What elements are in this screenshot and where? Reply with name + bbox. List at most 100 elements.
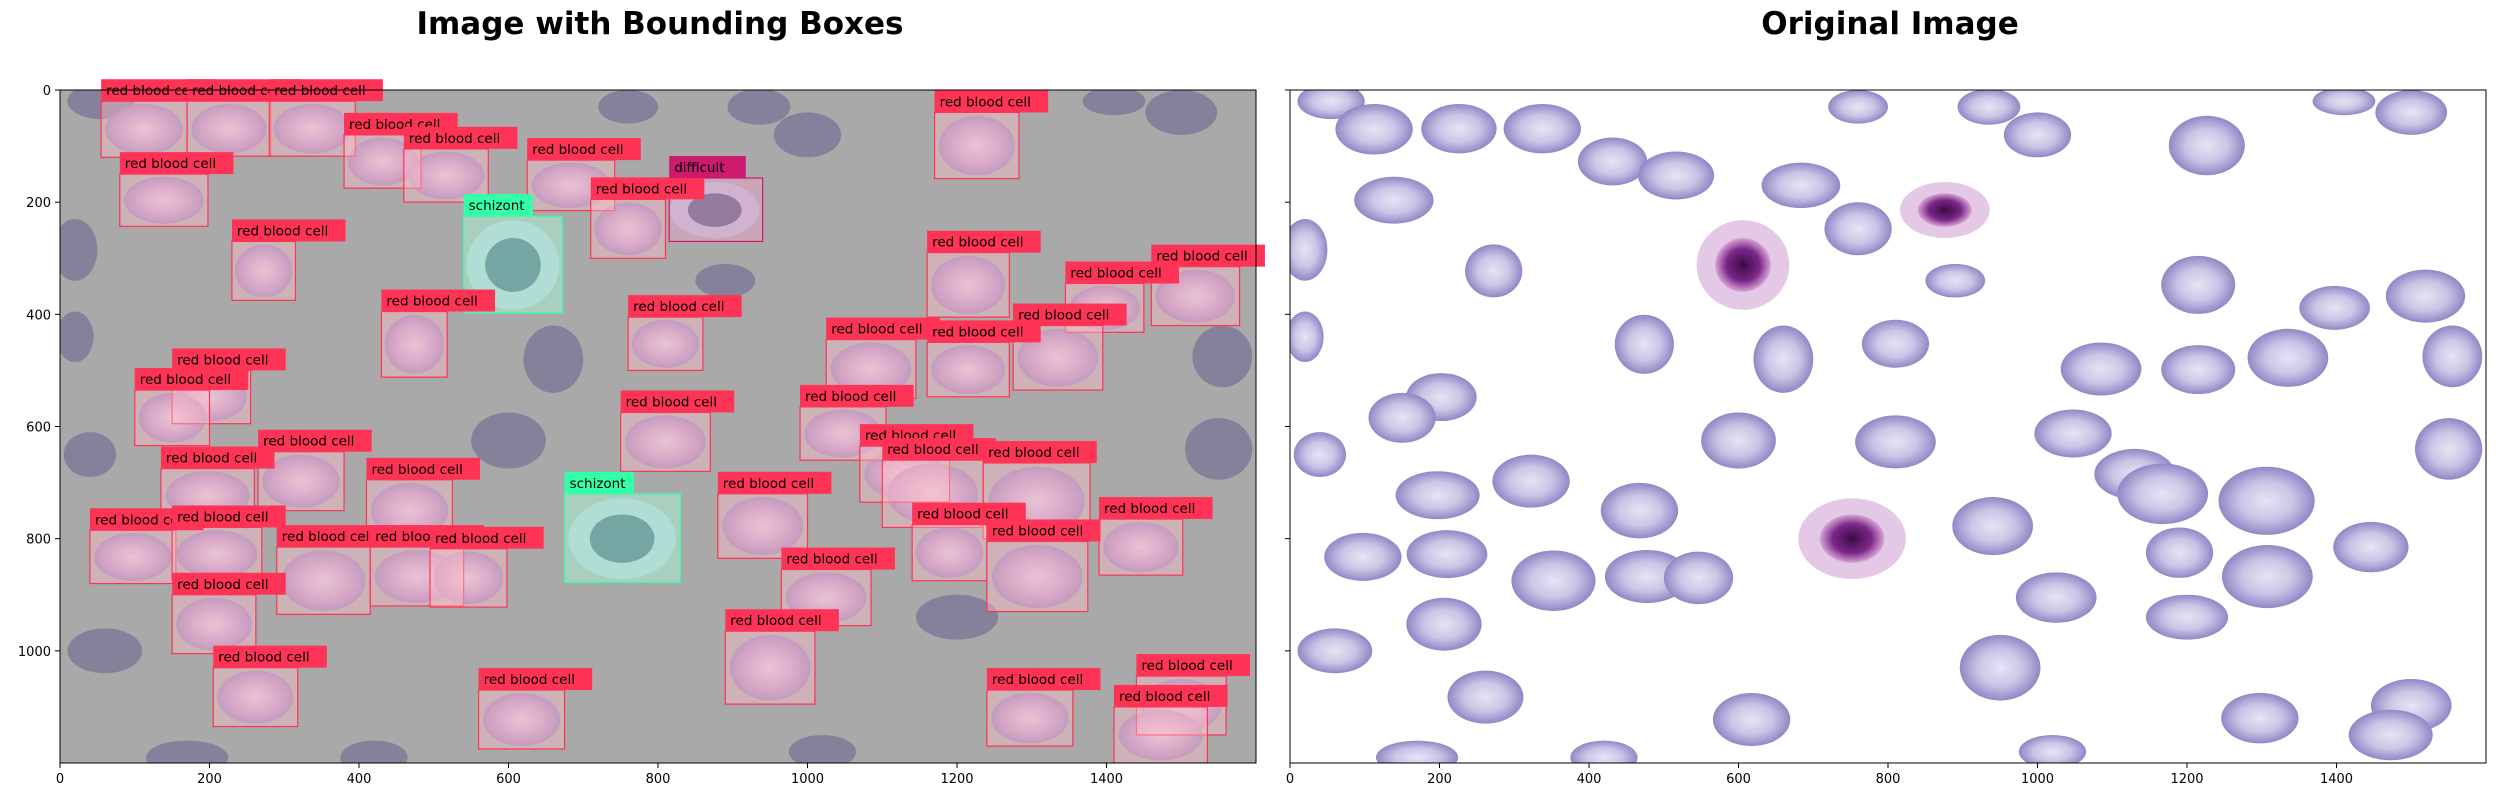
red-blood-cell — [991, 544, 1083, 609]
red-blood-cell — [531, 162, 611, 209]
red-blood-cell — [1511, 550, 1596, 612]
red-blood-cell-bounding-box — [403, 148, 489, 203]
schizont-label: schizont — [564, 471, 634, 494]
label-text: red blood cell — [177, 509, 268, 525]
label-text: red blood cell — [177, 352, 268, 368]
background-cell — [1701, 412, 1776, 469]
red-blood-cell-bounding-box — [186, 100, 272, 157]
red-blood-cell — [1600, 482, 1679, 539]
parasite-nucleus — [1715, 238, 1771, 292]
background-cell — [2003, 112, 2072, 158]
background-cell — [598, 90, 658, 124]
red-blood-cell-bounding-box — [119, 173, 209, 227]
y-tick-label: 600 — [26, 421, 51, 436]
parasite-nucleus — [485, 238, 541, 292]
label-text: red blood cell — [940, 94, 1031, 110]
red-blood-cell — [176, 530, 258, 579]
label-background — [983, 440, 1097, 463]
red-blood-cell-bounding-box — [429, 548, 508, 608]
label-background — [463, 194, 533, 217]
red-blood-cell-label: red blood cell — [258, 429, 372, 452]
label-text: red blood cell — [1104, 501, 1195, 517]
y-tick-label: 1000 — [18, 645, 51, 660]
label-text: red blood cell — [932, 324, 1023, 340]
red-blood-cell-label: red blood cell — [430, 526, 544, 549]
red-blood-cell — [482, 693, 561, 747]
red-blood-cell-label: red blood cell — [934, 90, 1049, 113]
red-blood-cell-label: red blood cell — [276, 525, 391, 548]
label-background — [527, 138, 641, 161]
red-blood-cell — [722, 497, 804, 556]
x-tick-label: 0 — [56, 772, 64, 787]
label-text: red blood cell — [887, 442, 978, 458]
label-background — [620, 390, 735, 413]
y-tick-label: 800 — [26, 533, 51, 548]
red-blood-cell-label: red blood cell — [986, 668, 1101, 691]
red-blood-cell-label: red blood cell — [620, 390, 735, 413]
label-text: red blood cell — [532, 142, 623, 158]
red-blood-cell-bounding-box — [276, 546, 371, 615]
red-blood-cell-label: red blood cell — [172, 572, 286, 595]
red-blood-cell-bounding-box — [1012, 324, 1104, 391]
red-blood-cell-bounding-box — [268, 100, 356, 157]
red-blood-cell — [830, 342, 912, 396]
x-tick-label: 1400 — [2320, 772, 2353, 787]
red-blood-cell-bounding-box — [478, 689, 566, 750]
x-tick-label: 200 — [197, 772, 222, 787]
schizont-bounding-box — [563, 493, 682, 584]
red-blood-cell-label: red blood cell — [912, 502, 1026, 525]
x-tick-label: 0 — [1286, 772, 1294, 787]
red-blood-cell — [1324, 532, 1402, 581]
red-blood-cell-bounding-box — [1113, 706, 1209, 763]
red-blood-cell-label: red blood cell — [134, 368, 249, 391]
x-tick-label: 400 — [347, 772, 372, 787]
red-blood-cell-label: red blood cell — [986, 519, 1101, 542]
label-background — [213, 645, 327, 668]
label-text: red blood cell — [263, 434, 354, 450]
red-blood-cell-label: red blood cell — [160, 446, 275, 469]
red-blood-cell-bounding-box — [911, 524, 988, 582]
red-blood-cell — [931, 255, 1006, 314]
red-blood-cell — [1712, 693, 1791, 747]
red-blood-cell-label: red blood cell — [381, 289, 496, 312]
red-blood-cell-label: red blood cell — [213, 645, 327, 668]
red-blood-cell-label: red blood cell — [1099, 497, 1213, 520]
red-blood-cell-bounding-box — [986, 689, 1074, 747]
label-text: red blood cell — [786, 552, 877, 568]
label-text: red blood cell — [435, 531, 526, 547]
y-tick-label: 200 — [26, 196, 51, 211]
red-blood-cell — [124, 176, 204, 224]
label-text: red blood cell — [831, 322, 922, 338]
label-background — [717, 471, 832, 494]
red-blood-cell — [631, 319, 700, 368]
label-text: red blood cell — [596, 181, 687, 197]
label-background — [826, 317, 940, 340]
red-blood-cell — [2218, 466, 2315, 535]
label-background — [478, 668, 593, 691]
red-blood-cell-label: red blood cell — [927, 320, 1041, 343]
red-blood-cell — [1761, 162, 1841, 209]
background-cell — [2145, 594, 2229, 640]
background-cell — [1375, 740, 1459, 763]
red-blood-cell — [2385, 269, 2466, 323]
x-tick-label: 1000 — [2021, 772, 2054, 787]
red-blood-cell-bounding-box — [134, 389, 211, 447]
red-blood-cell — [991, 692, 1069, 744]
red-blood-cell — [2348, 709, 2433, 761]
label-background — [927, 230, 1041, 253]
label-background — [800, 384, 914, 407]
difficult-label: difficult — [669, 156, 746, 179]
red-blood-cell — [1663, 551, 1734, 605]
red-blood-cell-label: red blood cell — [628, 295, 742, 318]
label-background — [258, 429, 372, 452]
background-cell — [1925, 263, 1986, 298]
background-cell — [2018, 734, 2087, 763]
red-blood-cell-label: red blood cell — [172, 505, 286, 528]
label-text: schizont — [570, 476, 626, 492]
red-blood-cell — [1861, 319, 1930, 368]
red-blood-cell-bounding-box — [926, 252, 1010, 318]
red-blood-cell — [1447, 670, 1524, 724]
red-blood-cell — [94, 532, 172, 581]
label-text: difficult — [674, 160, 724, 176]
